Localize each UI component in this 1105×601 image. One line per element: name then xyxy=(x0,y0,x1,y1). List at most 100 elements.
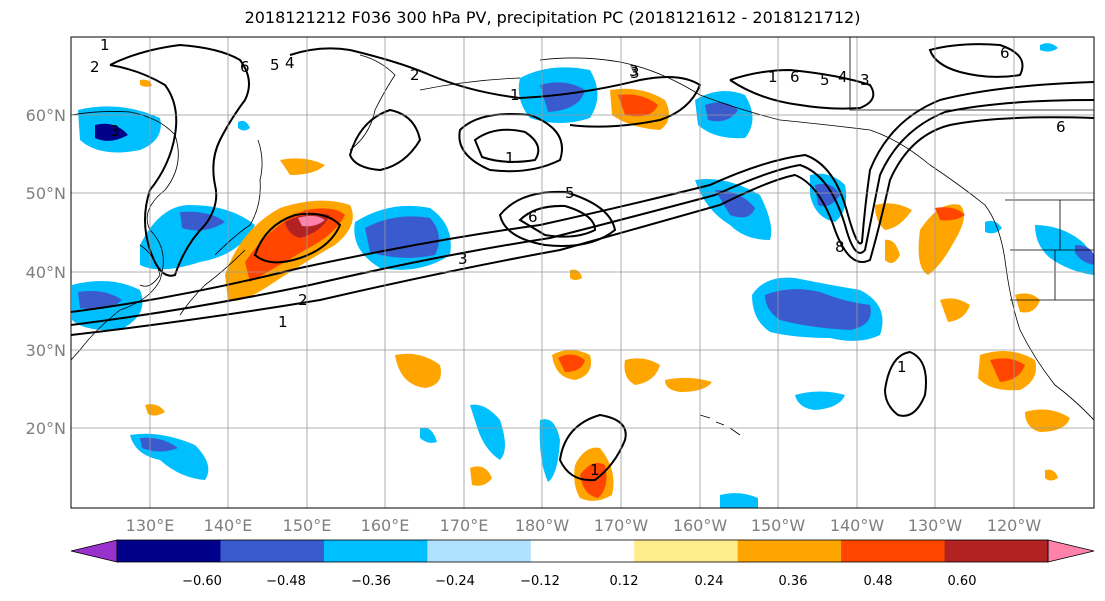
precip-area xyxy=(1040,43,1058,52)
pv-contour xyxy=(71,99,1094,326)
pv-contours xyxy=(71,43,1094,482)
colorbar-segment xyxy=(530,540,635,562)
precip-negative-shading xyxy=(72,43,1094,508)
precip-area xyxy=(795,391,845,410)
lon-label: 160°E xyxy=(361,516,410,535)
map-frame xyxy=(70,36,1095,509)
plot-title: 2018121212 F036 300 hPa PV, precipitatio… xyxy=(244,8,861,27)
colorbar xyxy=(70,539,1095,563)
precip-area xyxy=(1045,469,1058,481)
colorbar-tick-label: −0.48 xyxy=(266,574,306,589)
contour-label: 5 xyxy=(565,184,575,202)
pv-contour xyxy=(729,68,875,110)
pv-contour xyxy=(473,128,540,163)
contour-label: 8 xyxy=(835,238,845,256)
colorbar-segment xyxy=(220,540,325,562)
contour-label: 5 xyxy=(270,56,280,74)
colorbar-tick-label: 0.24 xyxy=(695,574,724,589)
pv-contour xyxy=(71,81,1094,313)
contour-labels: 1 2 3 4 5 6 1 5 6 3 2 1 1 2 3 6 5 4 3 1 … xyxy=(90,36,1066,479)
contour-label: 1 xyxy=(768,68,778,86)
precip-area xyxy=(935,207,965,221)
precip-area xyxy=(720,493,758,508)
border-canada-us xyxy=(849,37,1094,201)
lon-label: 120°W xyxy=(987,516,1042,535)
lat-label: 40°N xyxy=(26,263,66,282)
contour-label: 1 xyxy=(590,461,600,479)
precip-area xyxy=(1025,409,1070,432)
pv-contour xyxy=(289,47,702,128)
border-states xyxy=(1010,200,1094,301)
contour-label: 2 xyxy=(298,291,308,309)
contour-label: 3 xyxy=(630,64,640,82)
pv-contour xyxy=(498,190,617,247)
colorbar-segment xyxy=(117,540,221,562)
contour-label: 5 xyxy=(820,71,830,89)
pv-contour xyxy=(348,108,422,172)
lat-label: 60°N xyxy=(26,106,66,125)
precip-area xyxy=(365,216,439,258)
precip-area xyxy=(95,123,128,141)
precip-area xyxy=(140,79,152,87)
precip-area xyxy=(940,298,970,322)
contour-label: 3 xyxy=(629,62,639,80)
colorbar-labels: −0.60 −0.48 −0.36 −0.24 −0.12 0.12 0.24 … xyxy=(182,574,976,589)
precip-area xyxy=(78,291,122,309)
precip-positive-shading xyxy=(140,79,1070,501)
contour-label: 3 xyxy=(860,71,870,89)
lon-label: 130°W xyxy=(908,516,963,535)
colorbar-segment xyxy=(737,540,842,562)
contour-label: 6 xyxy=(528,208,538,226)
contour-label: 1 xyxy=(278,313,288,331)
colorbar-segment xyxy=(323,540,428,562)
precip-area xyxy=(140,205,255,270)
precip-area xyxy=(298,215,325,227)
coastline-japan xyxy=(179,139,263,316)
coastline-korea xyxy=(139,244,161,287)
pv-contour xyxy=(518,204,597,238)
precip-area xyxy=(618,94,658,117)
lon-label: 140°E xyxy=(204,516,253,535)
precip-area xyxy=(918,204,964,275)
precip-area xyxy=(539,419,560,482)
precip-area xyxy=(885,239,900,264)
precip-area xyxy=(395,353,441,388)
colorbar-segment xyxy=(634,540,739,562)
colorbar-segment xyxy=(841,540,946,562)
precip-area xyxy=(715,190,755,218)
contour-label: 1 xyxy=(510,86,520,104)
contour-label: 2 xyxy=(90,58,100,76)
colorbar-tick-label: 0.48 xyxy=(864,574,893,589)
contour-label: 1 xyxy=(505,149,515,167)
lon-label: 150°W xyxy=(751,516,806,535)
lon-label: 170°W xyxy=(594,516,649,535)
precip-area xyxy=(990,358,1025,382)
precip-area xyxy=(180,211,225,231)
colorbar-extend-max xyxy=(1047,539,1095,563)
lon-label: 160°W xyxy=(673,516,728,535)
precip-area xyxy=(280,158,325,175)
graticule xyxy=(71,37,1094,508)
coastlines xyxy=(71,37,1094,436)
contour-label: 4 xyxy=(285,54,295,72)
lon-label: 140°W xyxy=(830,516,885,535)
map-layer: 1 2 3 4 5 6 1 5 6 3 2 1 1 2 3 6 5 4 3 1 … xyxy=(71,36,1094,508)
coastline-aleutians xyxy=(419,77,521,91)
coastline-asia xyxy=(71,111,179,361)
lon-label: 180°W xyxy=(515,516,570,535)
lon-label: 150°E xyxy=(283,516,332,535)
colorbar-frame xyxy=(116,539,1049,563)
coastline-hawaii xyxy=(699,414,741,436)
lat-label: 50°N xyxy=(26,184,66,203)
lon-label: 170°E xyxy=(440,516,489,535)
colorbar-tick-label: −0.36 xyxy=(351,574,391,589)
precip-area xyxy=(558,354,585,372)
colorbar-tick-label: −0.12 xyxy=(520,574,560,589)
pv-contour xyxy=(109,43,250,277)
pv-contour xyxy=(928,43,1024,78)
contour-label: 3 xyxy=(458,250,468,268)
lon-label: 130°E xyxy=(126,516,175,535)
contour-label: 1 xyxy=(100,36,110,54)
colorbar-tick-label: −0.24 xyxy=(435,574,475,589)
